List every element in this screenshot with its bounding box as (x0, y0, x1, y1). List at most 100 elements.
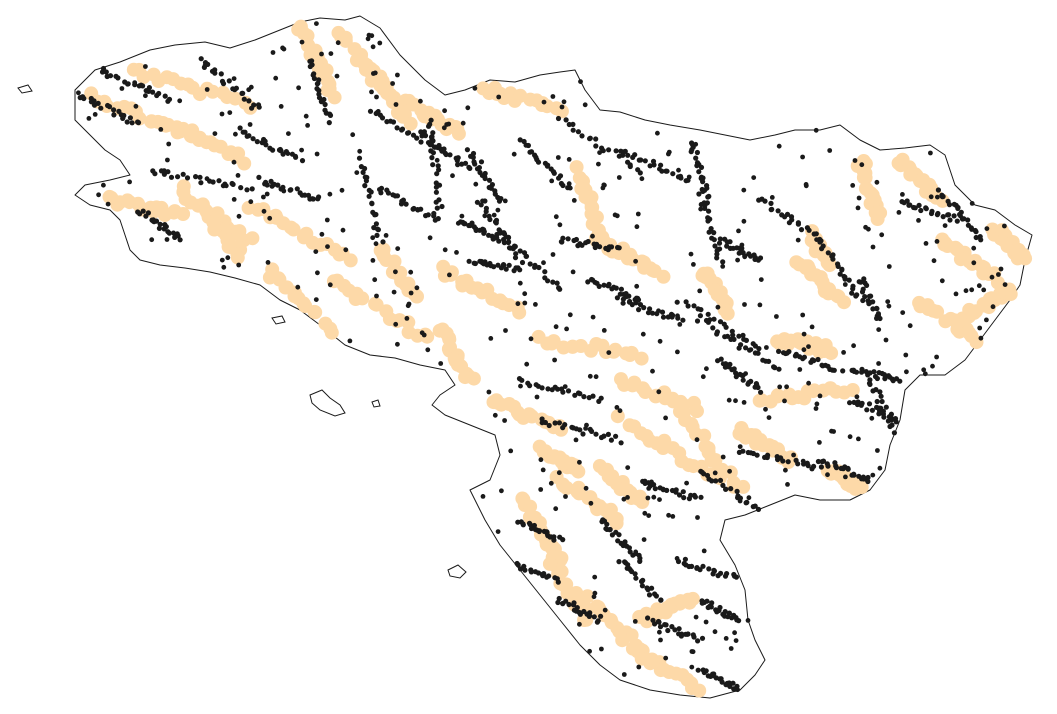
dark-point (676, 492, 683, 498)
light-point (720, 306, 735, 321)
dark-point (418, 98, 423, 104)
dark-point (605, 283, 611, 289)
dark-point (990, 304, 996, 310)
dark-point (430, 130, 436, 136)
dark-point (740, 377, 746, 383)
dark-point (989, 274, 995, 280)
dark-point (840, 368, 846, 374)
dark-point (303, 113, 309, 119)
dark-point (650, 617, 656, 623)
dark-point (366, 193, 372, 199)
dark-point (617, 408, 623, 414)
dark-point (727, 468, 732, 474)
dark-point (720, 454, 726, 460)
dark-point (375, 109, 381, 114)
dark-point (869, 407, 876, 413)
dark-point (940, 193, 946, 200)
dark-point (625, 465, 631, 470)
dark-point (542, 419, 549, 426)
dark-point (315, 270, 320, 276)
dark-point (636, 307, 642, 313)
dark-point (120, 115, 126, 120)
dark-point (482, 213, 488, 219)
dark-point (616, 559, 622, 565)
dark-point (724, 571, 730, 577)
dark-point (506, 262, 512, 268)
dark-point (605, 431, 612, 437)
dark-point (861, 276, 867, 282)
dark-point (505, 239, 511, 246)
dark-point (897, 378, 903, 384)
dark-point (539, 385, 545, 391)
dark-point (92, 112, 98, 117)
dark-point (261, 194, 266, 200)
dark-point (433, 184, 439, 190)
dark-point (682, 556, 689, 562)
dark-point (658, 597, 664, 603)
dark-point (697, 567, 703, 573)
dark-point (395, 341, 400, 347)
dark-point (641, 537, 647, 542)
dark-point (627, 163, 633, 170)
dark-point (827, 148, 833, 153)
dark-point (305, 123, 310, 128)
dark-point (486, 177, 493, 183)
dark-point (879, 398, 885, 405)
dark-points-layer (76, 21, 1008, 693)
dark-point (633, 575, 639, 581)
dark-point (562, 422, 568, 428)
dark-point (218, 71, 224, 77)
dark-point (706, 193, 712, 199)
dark-point (428, 117, 434, 123)
dark-point (375, 227, 381, 233)
dark-point (171, 230, 176, 236)
dark-point (583, 485, 589, 491)
dark-point (554, 280, 560, 286)
dark-point (614, 213, 620, 219)
light-point (770, 389, 785, 404)
dark-point (825, 472, 830, 478)
dark-point (645, 495, 651, 501)
dark-point (560, 537, 566, 543)
dark-point (705, 319, 712, 325)
dark-point (971, 260, 977, 266)
dark-point (931, 258, 937, 264)
dark-point (483, 208, 489, 215)
dark-point (480, 198, 485, 204)
dark-point (702, 205, 708, 211)
dark-point (743, 337, 750, 343)
dark-point (877, 465, 883, 471)
dark-point (538, 457, 544, 463)
dark-point (343, 247, 349, 253)
dark-point (165, 229, 171, 235)
dark-point (616, 532, 622, 538)
dark-point (618, 286, 625, 292)
dark-point (935, 194, 940, 200)
dark-point (700, 563, 706, 569)
dark-point (874, 305, 880, 311)
dark-point (984, 226, 990, 232)
dark-point (800, 312, 806, 318)
dark-point (928, 150, 933, 156)
dark-point (175, 174, 181, 180)
dark-point (535, 159, 542, 165)
dark-point (360, 169, 366, 175)
light-point (554, 104, 569, 119)
dark-point (236, 262, 242, 268)
dark-point (368, 189, 374, 195)
dark-point (369, 89, 374, 95)
dark-point (616, 175, 622, 180)
dark-point (732, 630, 737, 636)
dark-point (377, 187, 382, 192)
dark-point (771, 364, 777, 370)
dark-point (246, 87, 252, 93)
dark-point (851, 472, 857, 478)
dark-point (241, 96, 247, 102)
dark-point (326, 120, 332, 126)
dark-point (869, 415, 875, 421)
dark-point (625, 152, 631, 158)
dark-point (709, 235, 715, 241)
dark-point (325, 244, 330, 250)
dark-point (695, 667, 701, 673)
dark-point (647, 163, 653, 169)
